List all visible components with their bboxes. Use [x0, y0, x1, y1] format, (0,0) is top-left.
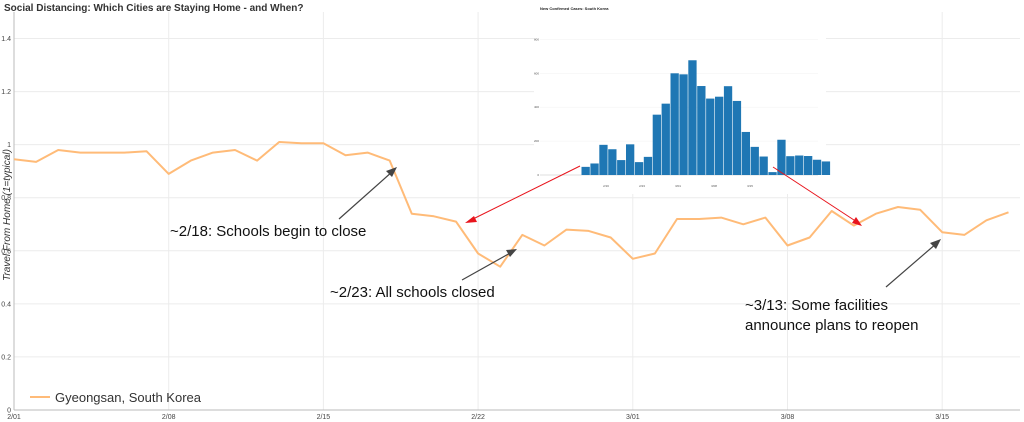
- x-tick-label: 3/08: [781, 414, 795, 421]
- x-tick-label: 3/15: [935, 414, 949, 421]
- arrow-all-closed: [461, 251, 513, 281]
- y-tick-label: 0.2: [1, 354, 11, 361]
- arrowhead-all-closed: [506, 249, 517, 257]
- inset-x-tick-label: 2/16: [603, 184, 609, 188]
- arrow-reopen: [885, 242, 938, 288]
- series-line-gyeongsan: [13, 141, 1009, 268]
- y-axis: 0 0.2 0.4 0.6 0.8 1 1.2 1.4: [1, 12, 15, 415]
- y-tick-label: 0.4: [1, 301, 11, 308]
- chart-title: Social Distancing: Which Cities are Stay…: [4, 3, 304, 14]
- series-layer: [13, 141, 1009, 268]
- inset-bar: [706, 98, 715, 175]
- inset-bar: [670, 73, 679, 175]
- y-tick-label: 0: [7, 408, 11, 415]
- y-tick-label: 0.8: [1, 195, 11, 202]
- x-tick-label: 2/15: [317, 414, 331, 421]
- inset-bar: [661, 103, 670, 175]
- arrow-schools-begin: [338, 170, 394, 220]
- inset-bar: [786, 156, 795, 175]
- inset-y-tick-label: 0: [537, 173, 539, 177]
- x-tick-label: 3/01: [626, 414, 640, 421]
- inset-y-tick-label: 800: [534, 37, 539, 41]
- annotation-reopen-line1: ~3/13: Some facilities: [745, 297, 888, 314]
- inset-bars: [581, 60, 831, 176]
- y-tick-label: 1.2: [1, 89, 11, 96]
- inset-bar: [759, 156, 768, 175]
- legend: Gyeongsan, South Korea: [30, 390, 202, 405]
- inset-bar: [750, 146, 759, 175]
- inset-bar: [741, 131, 750, 175]
- arrowhead-schools-begin: [386, 167, 397, 177]
- inset-bar: [732, 100, 742, 175]
- inset-x-tick-label: 3/15: [747, 184, 753, 188]
- arrowhead-reopen: [930, 239, 941, 249]
- inset-bar: [608, 149, 617, 175]
- inset-x-tick-label: 3/01: [675, 184, 681, 188]
- inset-bar: [795, 155, 804, 175]
- inset-bar: [723, 86, 733, 175]
- x-tick-label: 2/22: [471, 414, 485, 421]
- inset-bar: [768, 172, 777, 175]
- inset-y-tick-label: 400: [534, 105, 539, 109]
- annotation-reopen-line2: announce plans to reopen: [745, 317, 918, 334]
- inset-bar: [599, 144, 608, 175]
- inset-bar: [679, 74, 688, 175]
- inset-y-tick-label: 200: [534, 139, 539, 143]
- red-arrow-right: [772, 166, 858, 223]
- inset-bar: [821, 161, 831, 175]
- annotation-all-closed: ~2/23: All schools closed: [330, 284, 495, 301]
- y-tick-label: 0.6: [1, 248, 11, 255]
- inset-bar: [777, 139, 786, 175]
- y-axis-label: Travel From Home (1=typical): [2, 149, 13, 281]
- annotation-schools-begin: ~2/18: Schools begin to close: [170, 223, 366, 240]
- inset-x-tick-label: 3/08: [711, 184, 717, 188]
- inset-bar: [697, 86, 706, 175]
- inset-bar: [581, 166, 590, 175]
- inset-title: New Confirmed Cases: South Korea: [540, 6, 609, 11]
- grid: [13, 12, 1020, 411]
- inset-bar: [652, 114, 661, 175]
- y-tick-label: 1: [7, 142, 11, 149]
- inset-bar: [688, 60, 697, 176]
- y-tick-label: 1.4: [1, 36, 11, 43]
- inset-bar: [643, 156, 653, 175]
- inset-bar: [590, 163, 599, 175]
- red-arrowhead-right: [852, 217, 862, 226]
- inset-bar: [634, 162, 644, 175]
- x-tick-label: 2/08: [162, 414, 176, 421]
- x-tick-label: 2/01: [7, 414, 21, 421]
- inset-bar: [812, 159, 822, 175]
- inset-chart: New Confirmed Cases: South Korea 0 200 400…: [534, 4, 831, 194]
- inset-x-tick-label: 2/23: [639, 184, 645, 188]
- inset-y-tick-label: 600: [534, 71, 539, 75]
- annotation-arrows: [338, 165, 941, 288]
- red-arrowhead-left: [465, 216, 477, 223]
- legend-label: Gyeongsan, South Korea: [55, 390, 202, 405]
- red-arrow-left: [470, 165, 581, 221]
- inset-bar: [626, 144, 635, 175]
- x-axis: 2/01 2/08 2/15 2/22 3/01 3/08 3/15: [7, 409, 1020, 421]
- inset-bar: [617, 160, 626, 175]
- inset-bar: [715, 96, 724, 175]
- inset-bar: [804, 156, 813, 175]
